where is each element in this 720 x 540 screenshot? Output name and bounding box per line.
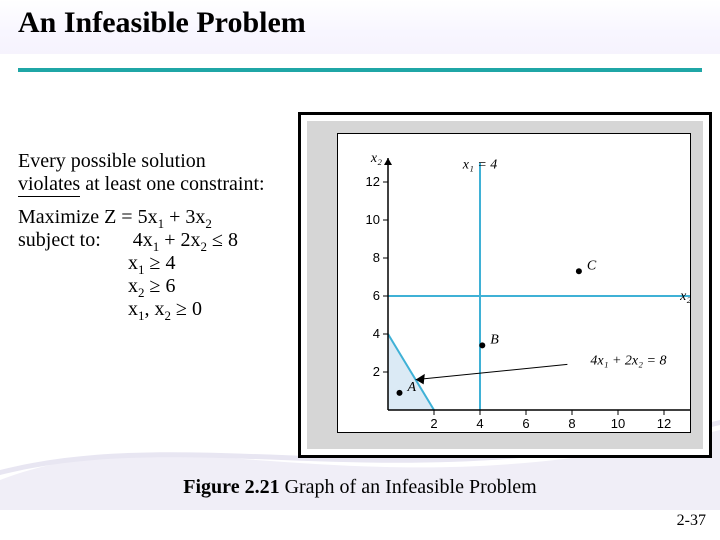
- svg-text:4x₁ + 2x₂ = 8: 4x₁ + 2x₂ = 8: [590, 353, 666, 368]
- svg-text:x₁ = 4: x₁ = 4: [462, 158, 498, 173]
- svg-text:6: 6: [373, 288, 380, 303]
- page-number: 2-37: [677, 512, 706, 530]
- svg-text:4: 4: [373, 326, 380, 341]
- subjectto: subject to:: [18, 229, 101, 251]
- lp-formulation: Maximize Z = 5x1 + 3x2 subject to:4x1 + …: [18, 206, 328, 321]
- caption-rest: Graph of an Infeasible Problem: [280, 476, 537, 498]
- title-underline: [18, 68, 702, 72]
- svg-text:10: 10: [611, 416, 625, 431]
- c4b: , x: [145, 298, 165, 320]
- title-bar: An Infeasible Problem: [0, 0, 720, 54]
- svg-text:x₂: x₂: [370, 151, 382, 166]
- slide: An Infeasible Problem Every possible sol…: [0, 0, 720, 540]
- intro-part2: at least one constraint:: [80, 173, 264, 195]
- body-text: Every possible solution violates at leas…: [18, 150, 328, 331]
- svg-text:x₂ = 6: x₂ = 6: [679, 289, 690, 304]
- c3a: x: [128, 275, 138, 297]
- intro-text: Every possible solution violates at leas…: [18, 150, 328, 196]
- intro-part1: Every possible solution: [18, 150, 206, 172]
- c2b: ≥ 4: [145, 252, 176, 274]
- obj-a: Maximize Z = 5x: [18, 206, 158, 228]
- obj-b: + 3x: [164, 206, 205, 228]
- figure-frame: 2468101224681012x₁x₂x₁ = 4x₂ = 64x₁ + 2x…: [298, 112, 712, 458]
- svg-text:B: B: [490, 332, 499, 347]
- svg-text:6: 6: [522, 416, 529, 431]
- c1c: ≤ 8: [207, 229, 238, 251]
- caption-bold: Figure 2.21: [183, 476, 279, 498]
- svg-text:8: 8: [568, 416, 575, 431]
- svg-text:2: 2: [373, 364, 380, 379]
- intro-violates: violates: [18, 173, 80, 197]
- c4a: x: [128, 298, 138, 320]
- svg-text:12: 12: [366, 174, 380, 189]
- slide-title: An Infeasible Problem: [18, 6, 702, 40]
- c4c: ≥ 0: [171, 298, 202, 320]
- c1a: 4x: [133, 229, 153, 251]
- svg-text:10: 10: [366, 212, 380, 227]
- svg-text:C: C: [587, 258, 597, 273]
- figure-caption: Figure 2.21 Graph of an Infeasible Probl…: [0, 476, 720, 499]
- c2a: x: [128, 252, 138, 274]
- c3b: ≥ 6: [145, 275, 176, 297]
- svg-text:8: 8: [373, 250, 380, 265]
- svg-text:2: 2: [430, 416, 437, 431]
- svg-text:4: 4: [476, 416, 483, 431]
- c1b: + 2x: [159, 229, 200, 251]
- chart-svg: 2468101224681012x₁x₂x₁ = 4x₂ = 64x₁ + 2x…: [338, 134, 690, 432]
- svg-text:12: 12: [657, 416, 671, 431]
- figure-shadow: 2468101224681012x₁x₂x₁ = 4x₂ = 64x₁ + 2x…: [307, 121, 703, 449]
- svg-text:A: A: [407, 380, 417, 395]
- chart-panel: 2468101224681012x₁x₂x₁ = 4x₂ = 64x₁ + 2x…: [337, 133, 691, 433]
